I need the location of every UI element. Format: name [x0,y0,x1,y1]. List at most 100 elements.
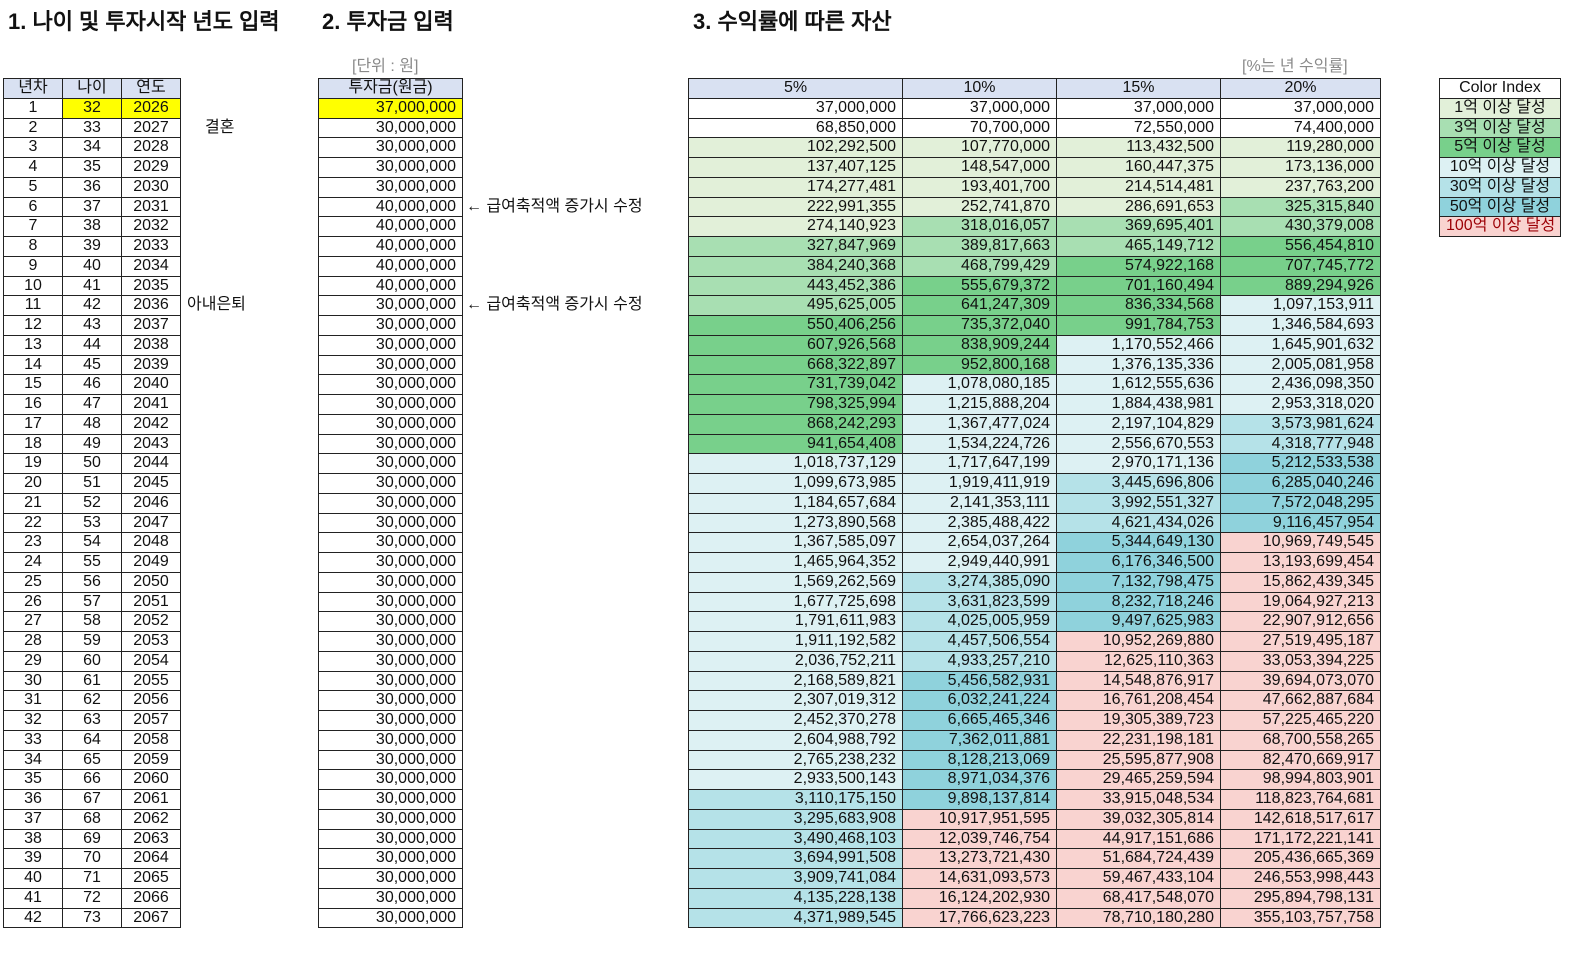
table-cell: 2066 [121,887,181,909]
table-cell: 12,039,746,754 [902,828,1057,850]
table-cell: 48 [62,413,122,435]
table-cell: 252,741,870 [902,196,1057,218]
table-cell: 9,116,457,954 [1220,512,1381,534]
table-cell: 2048 [121,532,181,553]
table-cell: 30,000,000 [318,571,463,593]
table-cell: 54 [62,532,122,553]
table-cell: 68,417,548,070 [1056,887,1221,909]
table-cell: 1,677,725,698 [688,591,903,613]
table-cell: 1,184,657,684 [688,492,903,514]
table-cell: 2062 [121,808,181,830]
table-cell: 37,000,000 [688,97,903,119]
remark: ← 급여축적액 증가시 수정 [466,197,643,215]
table-cell: 25,595,877,908 [1056,749,1221,771]
table-cell: 1,367,477,024 [902,413,1057,435]
table-cell: 70,700,000 [902,117,1057,139]
column-header: 10% [902,78,1057,99]
legend-item: 30억 이상 달성 [1439,176,1561,198]
table-cell: 2034 [121,255,181,277]
table-cell: 2,436,098,350 [1220,374,1381,395]
table-cell: 1,645,901,632 [1220,334,1381,356]
table-cell: 10,969,749,545 [1220,532,1381,553]
table-cell: 3,110,175,150 [688,789,903,810]
table-cell: 64 [62,729,122,751]
table-cell: 550,406,256 [688,315,903,336]
table-cell: 30,000,000 [318,176,463,198]
table-cell: 57 [62,591,122,613]
table-cell: 495,625,005 [688,295,903,316]
table-cell: 102,292,500 [688,137,903,158]
table-cell: 9 [3,255,63,277]
table-cell: 1 [3,97,63,119]
table-cell: 148,547,000 [902,157,1057,178]
table-cell: 51,684,724,439 [1056,848,1221,869]
section-title: 3. 수익률에 따른 자산 [693,9,892,34]
legend-item: 1억 이상 달성 [1439,97,1561,119]
table-cell: 1,791,611,983 [688,611,903,632]
table-cell: 30,000,000 [318,334,463,356]
table-cell: 2,953,318,020 [1220,394,1381,415]
table-cell: 38 [3,828,63,850]
table-cell: 37 [62,196,122,218]
table-cell: 35 [62,157,122,178]
table-cell: 1,170,552,466 [1056,334,1221,356]
table-cell: 33 [3,729,63,751]
table-cell: 468,799,429 [902,255,1057,277]
table-cell: 29 [3,650,63,672]
table-cell: 2035 [121,275,181,297]
table-cell: 3,909,741,084 [688,868,903,889]
table-cell: 384,240,368 [688,255,903,277]
table-cell: 40 [3,868,63,889]
table-cell: 3,573,981,624 [1220,413,1381,435]
table-cell: 2,005,081,958 [1220,354,1381,376]
table-cell: 2,197,104,829 [1056,413,1221,435]
table-cell: 55 [62,552,122,573]
table-cell: 2,604,988,792 [688,729,903,751]
table-cell: 30,000,000 [318,512,463,534]
table-cell: 73 [62,907,122,929]
table-cell: 26 [3,591,63,613]
table-cell: 30,000,000 [318,117,463,139]
table-cell: 5,456,582,931 [902,670,1057,692]
table-cell: 36 [3,789,63,810]
legend-item: 100억 이상 달성 [1439,216,1561,237]
table-cell: 2,556,670,553 [1056,433,1221,455]
table-cell: 160,447,375 [1056,157,1221,178]
table-cell: 67 [62,789,122,810]
table-cell: 30,000,000 [318,887,463,909]
table-cell: 40,000,000 [318,275,463,297]
table-cell: 6,176,346,500 [1056,552,1221,573]
table-cell: 142,618,517,617 [1220,808,1381,830]
table-cell: 37,000,000 [1220,97,1381,119]
table-cell: 30,000,000 [318,492,463,514]
table-cell: 41 [3,887,63,909]
table-cell: 30,000,000 [318,157,463,178]
legend-item: 50억 이상 달성 [1439,196,1561,218]
table-cell: 1,346,584,693 [1220,315,1381,336]
table-cell: 2051 [121,591,181,613]
table-cell: 6,285,040,246 [1220,473,1381,494]
table-cell: 37 [3,808,63,830]
table-cell: 27,519,495,187 [1220,631,1381,652]
table-cell: 43 [62,315,122,336]
table-cell: 2 [3,117,63,139]
column-header: 나이 [62,78,122,99]
table-cell: 325,315,840 [1220,196,1381,218]
table-cell: 1,215,888,204 [902,394,1057,415]
table-cell: 2065 [121,868,181,889]
table-cell: 2,933,500,143 [688,769,903,790]
table-cell: 2055 [121,670,181,692]
table-cell: 37,000,000 [318,97,463,119]
table-cell: 40,000,000 [318,255,463,277]
table-cell: 4,457,506,554 [902,631,1057,652]
table-cell: 574,922,168 [1056,255,1221,277]
table-cell: 868,242,293 [688,413,903,435]
note: 결혼 [205,118,235,136]
table-cell: 19,305,389,723 [1056,710,1221,731]
table-cell: 30,000,000 [318,808,463,830]
table-cell: 59 [62,631,122,652]
table-cell: 214,514,481 [1056,176,1221,198]
table-cell: 16,124,202,930 [902,887,1057,909]
table-cell: 52 [62,492,122,514]
table-cell: 2042 [121,413,181,435]
